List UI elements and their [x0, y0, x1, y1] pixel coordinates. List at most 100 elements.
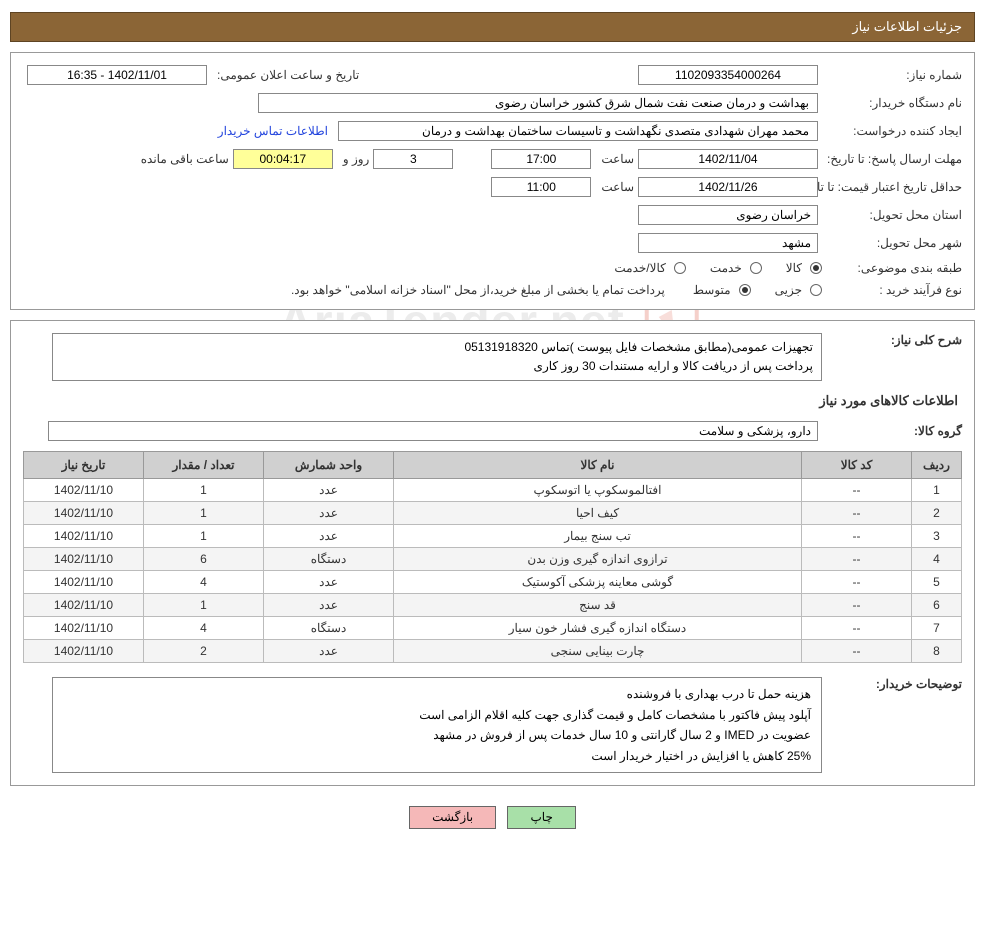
col-date: تاریخ نیاز	[24, 452, 144, 479]
radio-goods-label: کالا	[782, 261, 806, 275]
table-row: 1--افتالموسکوپ یا اتوسکوپعدد11402/11/10	[24, 479, 962, 502]
buyer-notes-label: توضیحات خریدار:	[822, 677, 962, 691]
announce-field: 1402/11/01 - 16:35	[27, 65, 207, 85]
deadline-label: مهلت ارسال پاسخ: تا تاریخ:	[822, 152, 962, 166]
province-field: خراسان رضوی	[638, 205, 818, 225]
announce-label: تاریخ و ساعت اعلان عمومی:	[211, 68, 359, 82]
requester-label: ایجاد کننده درخواست:	[822, 124, 962, 138]
group-label: گروه کالا:	[822, 424, 962, 438]
table-cell-qty: 1	[144, 594, 264, 617]
table-cell-unit: عدد	[264, 525, 394, 548]
col-name: نام کالا	[394, 452, 802, 479]
table-cell-name: قد سنج	[394, 594, 802, 617]
countdown-field: 00:04:17	[233, 149, 333, 169]
col-row: ردیف	[912, 452, 962, 479]
table-cell-date: 1402/11/10	[24, 479, 144, 502]
validity-time-field: 11:00	[491, 177, 591, 197]
back-button[interactable]: بازگشت	[409, 806, 496, 829]
table-cell-qty: 6	[144, 548, 264, 571]
table-cell-unit: عدد	[264, 571, 394, 594]
table-row: 3--تب سنج بیمارعدد11402/11/10	[24, 525, 962, 548]
table-cell-date: 1402/11/10	[24, 594, 144, 617]
table-row: 6--قد سنجعدد11402/11/10	[24, 594, 962, 617]
table-cell-name: گوشی معاینه پزشکی آکوستیک	[394, 571, 802, 594]
deadline-date-field: 1402/11/04	[638, 149, 818, 169]
note-line-4: 25% کاهش یا افزایش در اختیار خریدار است	[63, 746, 811, 766]
table-cell-name: افتالموسکوپ یا اتوسکوپ	[394, 479, 802, 502]
table-cell-name: تب سنج بیمار	[394, 525, 802, 548]
category-label: طبقه بندی موضوعی:	[822, 261, 962, 275]
print-button[interactable]: چاپ	[507, 806, 575, 829]
table-row: 7--دستگاه اندازه گیری فشار خون سیاردستگا…	[24, 617, 962, 640]
table-cell-date: 1402/11/10	[24, 548, 144, 571]
table-cell-code: --	[802, 502, 912, 525]
days-field: 3	[373, 149, 453, 169]
radio-service[interactable]	[750, 262, 762, 274]
note-line-2: آپلود پیش فاکتور با مشخصات کامل و قیمت گ…	[63, 705, 811, 725]
deadline-time-label: ساعت	[595, 152, 634, 166]
desc-line-1: تجهیزات عمومی(مطابق مشخصات فایل پیوست )ت…	[61, 338, 813, 357]
table-cell-code: --	[802, 594, 912, 617]
table-cell-qty: 4	[144, 617, 264, 640]
table-cell-row: 3	[912, 525, 962, 548]
table-cell-unit: دستگاه	[264, 617, 394, 640]
desc-line-2: پرداخت پس از دریافت کالا و ارایه مستندات…	[61, 357, 813, 376]
radio-service-label: خدمت	[706, 261, 746, 275]
table-cell-row: 8	[912, 640, 962, 663]
col-unit: واحد شمارش	[264, 452, 394, 479]
radio-medium-label: متوسط	[689, 283, 735, 297]
info-panel: شماره نیاز: 1102093354000264 تاریخ و ساع…	[10, 52, 975, 310]
radio-both[interactable]	[674, 262, 686, 274]
buyer-notes-field: هزینه حمل تا درب بهداری با فروشنده آپلود…	[52, 677, 822, 773]
table-cell-qty: 1	[144, 479, 264, 502]
table-cell-code: --	[802, 548, 912, 571]
table-cell-code: --	[802, 479, 912, 502]
panel-header: جزئیات اطلاعات نیاز	[10, 12, 975, 42]
radio-partial-label: جزیی	[771, 283, 806, 297]
deadline-time-field: 17:00	[491, 149, 591, 169]
radio-medium[interactable]	[739, 284, 751, 296]
table-cell-row: 1	[912, 479, 962, 502]
group-field: دارو، پزشکی و سلامت	[48, 421, 818, 441]
col-code: کد کالا	[802, 452, 912, 479]
table-cell-unit: عدد	[264, 640, 394, 663]
radio-goods[interactable]	[810, 262, 822, 274]
table-cell-unit: عدد	[264, 594, 394, 617]
remaining-label: ساعت باقی مانده	[135, 152, 229, 166]
table-cell-qty: 1	[144, 525, 264, 548]
radio-partial[interactable]	[810, 284, 822, 296]
table-cell-row: 5	[912, 571, 962, 594]
table-cell-code: --	[802, 617, 912, 640]
contact-link[interactable]: اطلاعات تماس خریدار	[218, 124, 334, 138]
validity-time-label: ساعت	[595, 180, 634, 194]
table-cell-row: 6	[912, 594, 962, 617]
city-label: شهر محل تحویل:	[822, 236, 962, 250]
table-cell-name: چارت بینایی سنجی	[394, 640, 802, 663]
panel-title: جزئیات اطلاعات نیاز	[852, 19, 962, 34]
table-cell-unit: عدد	[264, 479, 394, 502]
items-section-title: اطلاعات کالاهای مورد نیاز	[23, 385, 962, 417]
need-number-label: شماره نیاز:	[822, 68, 962, 82]
table-cell-code: --	[802, 525, 912, 548]
table-cell-date: 1402/11/10	[24, 571, 144, 594]
radio-both-label: کالا/خدمت	[610, 261, 669, 275]
table-row: 5--گوشی معاینه پزشکی آکوستیکعدد41402/11/…	[24, 571, 962, 594]
table-cell-date: 1402/11/10	[24, 502, 144, 525]
table-cell-qty: 2	[144, 640, 264, 663]
table-cell-row: 2	[912, 502, 962, 525]
table-cell-unit: دستگاه	[264, 548, 394, 571]
items-table: ردیف کد کالا نام کالا واحد شمارش تعداد /…	[23, 451, 962, 663]
table-cell-date: 1402/11/10	[24, 525, 144, 548]
days-and-label: روز و	[337, 152, 370, 166]
requester-field: محمد مهران شهدادی متصدی نگهداشت و تاسیسا…	[338, 121, 818, 141]
validity-label: حداقل تاریخ اعتبار قیمت: تا تاریخ:	[822, 180, 962, 194]
table-row: 8--چارت بینایی سنجیعدد21402/11/10	[24, 640, 962, 663]
need-number-field: 1102093354000264	[638, 65, 818, 85]
general-desc-label: شرح کلی نیاز:	[822, 333, 962, 347]
city-field: مشهد	[638, 233, 818, 253]
table-cell-row: 4	[912, 548, 962, 571]
table-cell-qty: 1	[144, 502, 264, 525]
note-line-3: عضویت در IMED و 2 سال گارانتی و 10 سال خ…	[63, 725, 811, 745]
button-row: چاپ بازگشت	[0, 796, 985, 839]
table-row: 2--کیف احیاعدد11402/11/10	[24, 502, 962, 525]
